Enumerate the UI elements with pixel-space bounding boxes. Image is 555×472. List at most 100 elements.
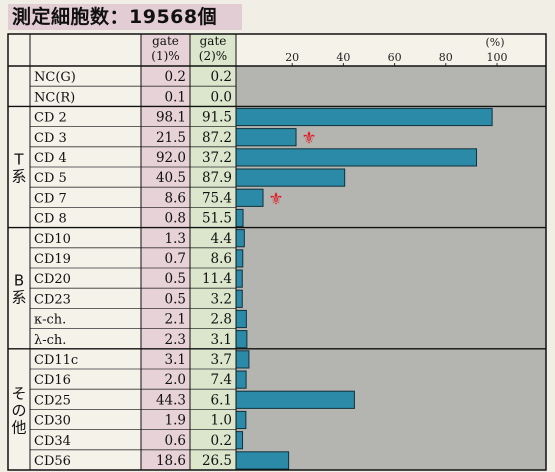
group-label: 他 [11, 418, 26, 436]
bar [235, 148, 478, 167]
gate1-value: 0.6 [165, 433, 186, 449]
marker-name: CD 4 [34, 151, 67, 166]
marker-name: CD10 [34, 232, 71, 247]
x-tick-label: 80 [439, 51, 453, 64]
marker-name: κ-ch. [34, 313, 66, 328]
marker-name: CD23 [34, 292, 71, 307]
bar [235, 107, 493, 127]
x-tick-label: 40 [336, 51, 350, 64]
gate2-value: 26.5 [202, 453, 232, 469]
gate2-value: 3.7 [211, 352, 232, 368]
bar [235, 229, 245, 248]
gate1-value: 0.5 [165, 271, 186, 287]
group-label: T [13, 151, 24, 169]
plot-background [236, 66, 546, 470]
gate2-value: 91.5 [202, 110, 232, 126]
group-label: 系 [11, 168, 26, 186]
marker-name: NC(R) [34, 90, 75, 105]
gate2-value: 8.6 [211, 251, 232, 267]
marker-name: CD 8 [34, 212, 67, 227]
gate1-value: 21.5 [156, 130, 186, 146]
asterisk-marker-icon: ⚜ [268, 189, 283, 209]
bar [235, 309, 247, 329]
marker-name: CD16 [34, 373, 71, 388]
marker-name: CD34 [34, 434, 71, 449]
gate2-value: 0.0 [211, 89, 232, 105]
gate2-value: 3.2 [211, 291, 232, 307]
bar [235, 128, 297, 147]
marker-name: CD25 [34, 393, 71, 408]
gate1-value: 2.3 [165, 332, 186, 348]
marker-name: NC(G) [34, 70, 76, 85]
group-label: の [11, 401, 26, 419]
gate2-value: 0.2 [211, 69, 232, 85]
group-label: B [14, 272, 24, 290]
bar [235, 249, 244, 268]
gate2-value: 37.2 [202, 150, 232, 166]
gate1-value: 0.8 [165, 211, 186, 227]
group-label: そ [11, 384, 26, 402]
page-title: 測定細胞数：19568個 [8, 4, 242, 30]
gate1-value: 0.7 [165, 251, 186, 267]
axis-unit-label: (%) [485, 36, 504, 49]
gate2-value: 7.4 [211, 372, 232, 388]
gate2-value: 1.0 [211, 413, 232, 429]
gate2-value: 0.2 [211, 433, 232, 449]
gate1-value: 2.1 [165, 312, 186, 328]
gate2-value: 87.9 [202, 170, 232, 186]
gate2-value: 2.8 [211, 312, 232, 328]
gate1-header-line2: (1)% [151, 49, 179, 63]
marker-name: CD30 [34, 414, 71, 429]
marker-name: λ-ch. [34, 333, 66, 348]
gate1-value: 0.1 [165, 89, 186, 105]
gate1-value: 0.5 [165, 291, 186, 307]
bar [235, 410, 247, 430]
bar [235, 330, 248, 349]
x-tick-label: 60 [388, 51, 402, 64]
gate2-value: 87.2 [202, 130, 232, 146]
bar [235, 431, 244, 450]
gate1-value: 98.1 [156, 110, 186, 126]
gate2-header-line1: gate [200, 34, 227, 48]
group-label: 系 [11, 289, 26, 307]
bar [235, 451, 290, 470]
x-tick-label: 20 [285, 51, 299, 64]
gate1-value: 18.6 [156, 453, 186, 469]
gate2-value: 75.4 [202, 190, 232, 206]
gate1-value: 1.3 [165, 231, 186, 247]
table-border [7, 33, 547, 471]
gate1-value: 92.0 [156, 150, 186, 166]
marker-name: CD 3 [34, 131, 67, 146]
asterisk-marker-icon: ⚜ [301, 129, 316, 149]
marker-name: CD19 [34, 252, 71, 267]
gate2-value: 3.1 [211, 332, 232, 348]
gate1-value: 44.3 [156, 392, 186, 408]
gate1-value: 40.5 [156, 170, 186, 186]
marker-name: CD56 [34, 454, 71, 469]
gate2-value: 4.4 [211, 231, 232, 247]
x-tick-label: 100 [487, 51, 508, 64]
gate1-header-line1: gate [152, 34, 179, 48]
gate1-value: 3.1 [165, 352, 186, 368]
bar [235, 168, 346, 187]
marker-name: CD20 [34, 272, 71, 287]
bar [235, 269, 243, 288]
bar [235, 370, 247, 389]
gate1-value: 8.6 [165, 190, 186, 206]
gate2-value: 51.5 [202, 211, 232, 227]
marker-name: CD 2 [34, 111, 67, 126]
marker-name: CD 7 [34, 191, 67, 206]
bar [235, 390, 355, 409]
gate1-value: 0.2 [165, 69, 186, 85]
bar [235, 208, 244, 228]
bar [235, 289, 243, 308]
bar [235, 350, 250, 369]
marker-name: CD11c [34, 353, 78, 368]
gate2-value: 6.1 [211, 392, 232, 408]
gate1-value: 1.9 [165, 413, 186, 429]
marker-name: CD 5 [34, 171, 67, 186]
bar [235, 188, 264, 207]
gate1-value: 2.0 [165, 372, 186, 388]
gate2-value: 11.4 [202, 271, 232, 287]
